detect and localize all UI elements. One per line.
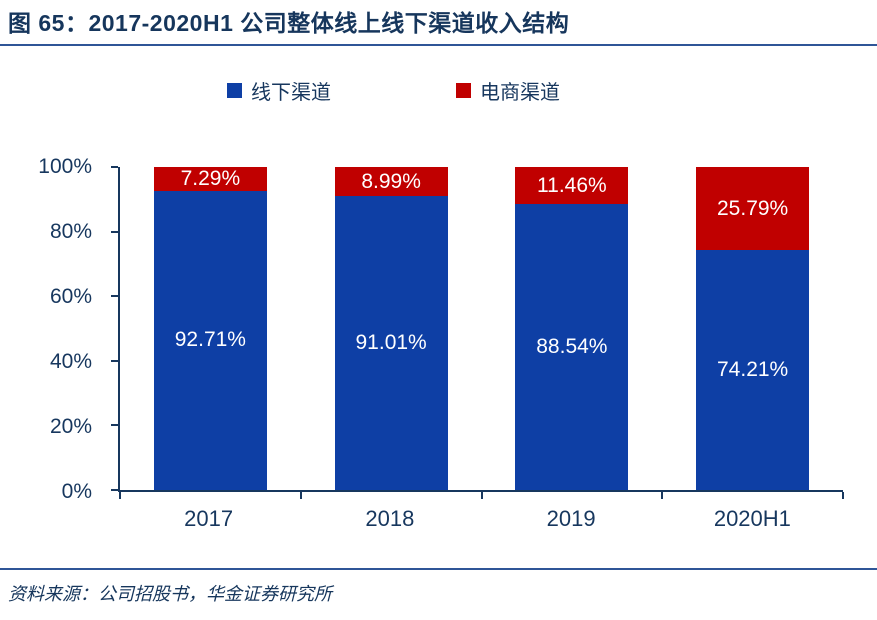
- x-axis-label: 2018: [365, 506, 415, 531]
- x-tick-mark: [119, 492, 121, 499]
- x-tick-mark: [661, 492, 664, 499]
- bar-segment-offline: 88.54%: [515, 204, 629, 490]
- y-tick-mark: [111, 166, 118, 168]
- bar-value-label: 91.01%: [355, 331, 427, 354]
- x-axis-label: 2017: [184, 506, 234, 531]
- bar-value-label: 74.21%: [717, 358, 789, 382]
- plot-area: 7.29% 92.71% 8.99% 91.01% 11.46% 88.54% 25.79%…: [111, 166, 844, 499]
- y-axis-label: 60%: [49, 285, 92, 308]
- stacked-bar: 7.29% 92.71%: [153, 166, 267, 490]
- x-axis-label: 2020H1: [713, 506, 791, 531]
- stacked-bar: 8.99% 91.01%: [334, 167, 448, 490]
- bar-column-2017: 7.29% 92.71%: [120, 167, 301, 490]
- legend-item-ecommerce: 电商渠道: [456, 76, 560, 105]
- bar-segment-ecommerce: 7.29%: [153, 166, 267, 191]
- figure-title: 图 65：2017-2020H1 公司整体线上线下渠道收入结构: [8, 10, 570, 36]
- report-figure: 图 65：2017-2020H1 公司整体线上线下渠道收入结构 线下渠道 电商渠道…: [0, 10, 877, 604]
- y-axis-label: 0%: [61, 480, 92, 503]
- y-axis-label: 100%: [38, 155, 92, 178]
- bar-value-label: 25.79%: [717, 196, 789, 220]
- bar-column-2019: 11.46% 88.54%: [482, 167, 663, 490]
- y-tick-mark: [111, 230, 118, 233]
- bar-segment-offline: 91.01%: [334, 196, 448, 490]
- bar-value-label: 92.71%: [174, 328, 246, 352]
- stacked-bar: 25.79% 74.21%: [696, 167, 810, 490]
- bar-value-label: 7.29%: [180, 166, 241, 190]
- legend-swatch-icon: [227, 83, 242, 98]
- footer-divider: [0, 568, 877, 570]
- title-divider: [0, 44, 877, 46]
- y-axis-label: 20%: [49, 415, 92, 438]
- bar-segment-offline: 74.21%: [696, 250, 810, 490]
- y-tick-mark: [111, 359, 118, 362]
- x-axis: 2017 2018 2019 2020H1: [118, 492, 843, 532]
- bar-column-2020H1: 25.79% 74.21%: [662, 167, 843, 490]
- y-tick-mark: [111, 295, 118, 298]
- legend-swatch-icon: [456, 83, 471, 98]
- source-note: 资料来源：公司招股书，华金证券研究所: [8, 584, 332, 604]
- bar-value-label: 88.54%: [536, 335, 608, 358]
- bar-value-label: 8.99%: [361, 169, 421, 193]
- bar-segment-ecommerce: 8.99%: [334, 167, 448, 197]
- y-axis: 0% 20% 40% 60% 80% 100%: [0, 155, 104, 503]
- y-tick-mark: [111, 489, 118, 491]
- bar-segment-ecommerce: 25.79%: [696, 167, 810, 251]
- chart-legend: 线下渠道 电商渠道: [0, 76, 832, 105]
- x-tick-mark: [842, 492, 844, 499]
- y-axis-label: 80%: [49, 220, 92, 243]
- bar-segment-ecommerce: 11.46%: [515, 167, 629, 205]
- y-axis-label: 40%: [49, 350, 92, 373]
- stacked-bar: 11.46% 88.54%: [515, 167, 629, 490]
- x-tick-mark: [299, 492, 302, 499]
- legend-item-offline: 线下渠道: [227, 76, 331, 105]
- x-axis-label: 2019: [546, 506, 596, 531]
- bar-value-label: 11.46%: [537, 173, 607, 197]
- stacked-bar-chart: 0% 20% 40% 60% 80% 100% 7.29% 92.71% 8.99% 91.01…: [38, 155, 844, 531]
- bar-segment-offline: 92.71%: [153, 190, 267, 490]
- legend-label: 线下渠道: [251, 82, 331, 104]
- y-tick-mark: [111, 424, 118, 427]
- bar-column-2018: 8.99% 91.01%: [301, 167, 482, 490]
- legend-label: 电商渠道: [480, 82, 560, 104]
- x-tick-mark: [480, 492, 483, 499]
